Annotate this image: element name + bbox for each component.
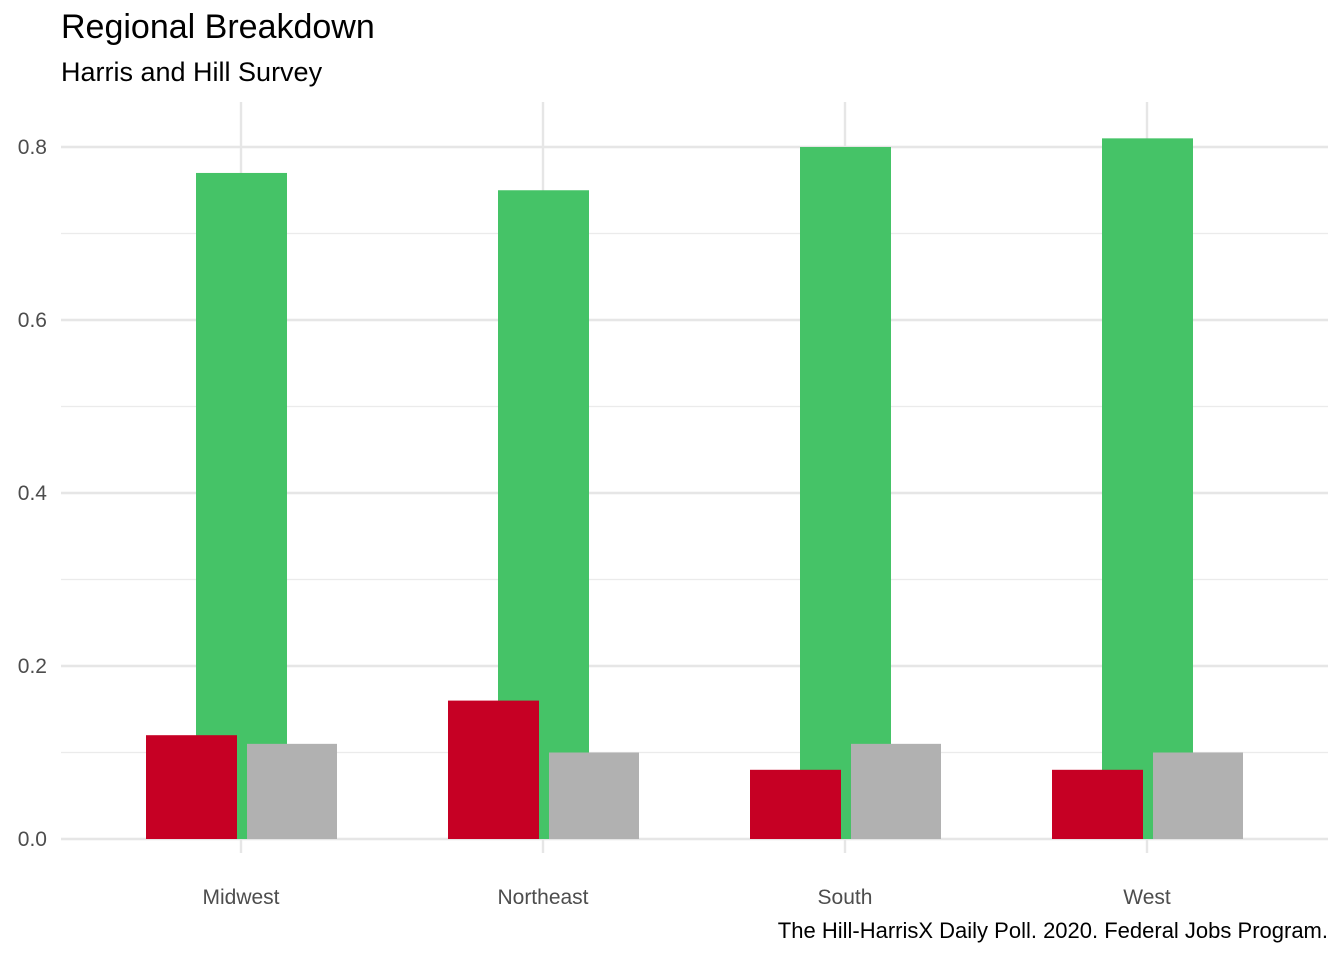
bar-series-3-west [1153, 752, 1243, 839]
y-axis-ticks: 0.0 0.2 0.4 0.6 0.8 [18, 136, 48, 851]
y-tick-label: 0.2 [18, 655, 47, 678]
bar-series-2-northeast [448, 700, 539, 839]
y-tick-label: 0.0 [18, 828, 47, 851]
bar-series-1-midwest [196, 172, 287, 839]
y-tick-label: 0.4 [18, 482, 48, 505]
x-tick-label: West [1123, 886, 1171, 909]
x-tick-label: Northeast [497, 886, 588, 909]
bar-series-3-south [851, 743, 941, 839]
bar-series-2-west [1052, 769, 1143, 839]
y-tick-label: 0.8 [18, 136, 47, 159]
x-tick-label: Midwest [202, 886, 279, 909]
x-tick-label: South [818, 886, 873, 909]
y-tick-label: 0.6 [18, 309, 47, 332]
bar-series-2-south [750, 769, 841, 839]
chart-title: Regional Breakdown [61, 8, 375, 46]
bar-series-1-south [800, 147, 891, 839]
chart-subtitle: Harris and Hill Survey [61, 57, 323, 87]
bar-series-1-west [1102, 138, 1193, 840]
x-axis-ticks: Midwest Northeast South West [202, 886, 1170, 909]
bar-series-3-midwest [247, 743, 337, 839]
bars [146, 138, 1243, 840]
bar-series-3-northeast [549, 752, 639, 839]
chart-caption: The Hill-HarrisX Daily Poll. 2020. Feder… [777, 918, 1328, 943]
bar-series-2-midwest [146, 735, 237, 839]
